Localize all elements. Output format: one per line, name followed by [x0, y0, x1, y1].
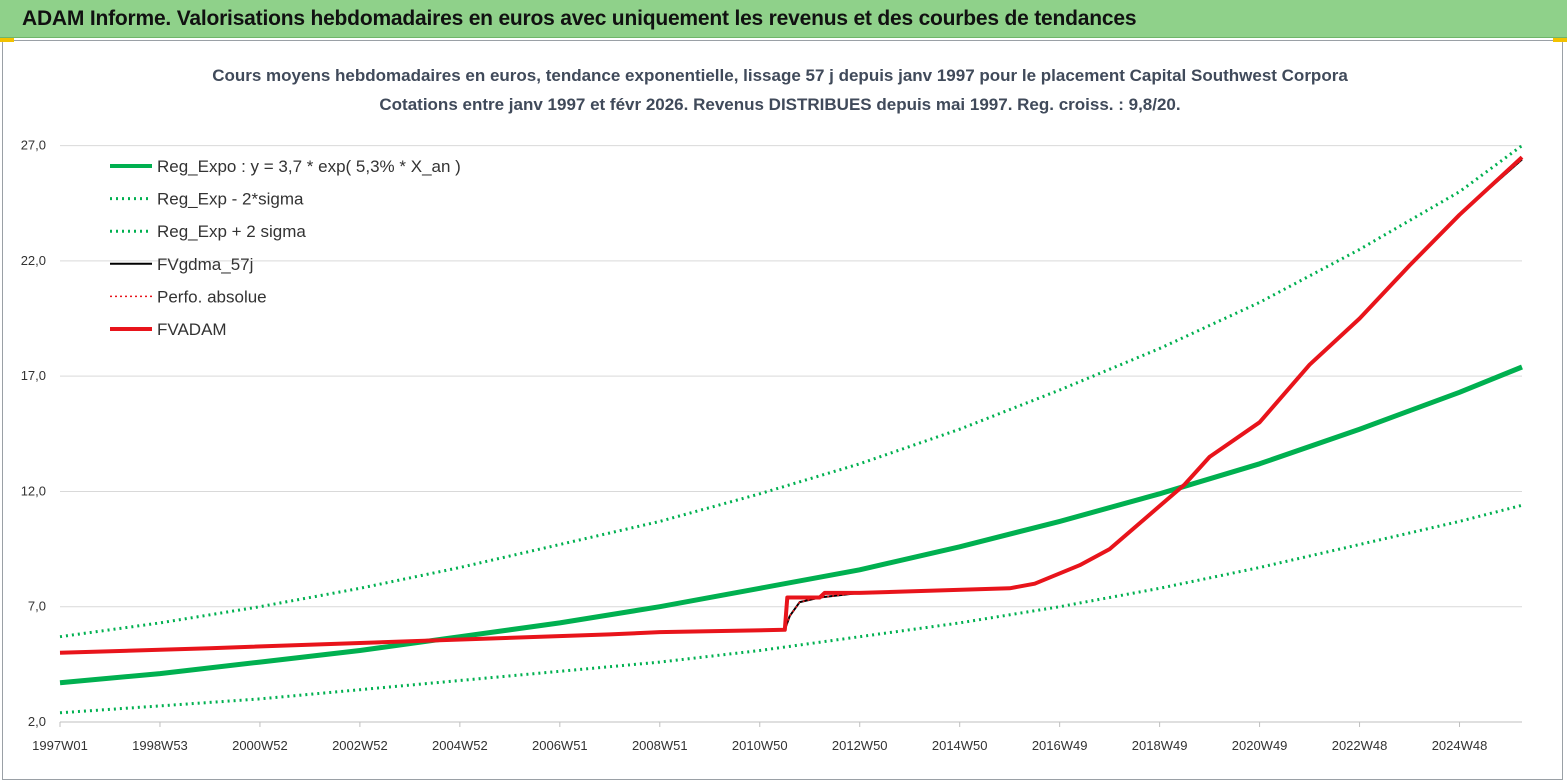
y-tick-label: 2,0: [28, 714, 46, 729]
legend-label: Perfo. absolue: [157, 287, 267, 306]
x-tick-label: 2006W51: [532, 738, 588, 753]
chart-frame: [2, 40, 1563, 780]
x-tick-label: 2020W49: [1232, 738, 1288, 753]
x-tick-label: 2018W49: [1132, 738, 1188, 753]
corner-marker-right: [1553, 38, 1567, 42]
x-tick-label: 2000W52: [232, 738, 288, 753]
legend-label: Reg_Expo : y = 3,7 * exp( 5,3% * X_an ): [157, 157, 461, 176]
title-banner: ADAM Informe. Valorisations hebdomadaire…: [0, 0, 1567, 38]
x-tick-label: 2002W52: [332, 738, 388, 753]
series-line-1: [59, 364, 1523, 686]
x-tick-label: 2014W50: [932, 738, 988, 753]
legend: Reg_Expo : y = 3,7 * exp( 5,3% * X_an ) R…: [110, 157, 461, 339]
chart-title: Cours moyens hebdomadaires en euros, ten…: [212, 66, 1348, 85]
y-tick-label: 17,0: [21, 368, 46, 383]
x-tick-label: 2008W51: [632, 738, 688, 753]
gridlines: [60, 145, 1522, 608]
series-line-3: [59, 144, 1523, 639]
legend-label: Reg_Exp - 2*sigma: [157, 190, 304, 209]
x-tick-label: 2016W49: [1032, 738, 1088, 753]
x-tick-label: 2012W50: [832, 738, 888, 753]
series-lines: [59, 144, 1524, 715]
legend-label: Reg_Exp + 2 sigma: [157, 222, 306, 241]
y-tick-label: 12,0: [21, 483, 46, 498]
y-tick-label: 27,0: [21, 138, 46, 153]
x-tick-label: 1998W53: [132, 738, 188, 753]
legend-label: FVADAM: [157, 320, 227, 339]
axes: 2,0 7,0 12,0 17,0 22,0 27,0 1997W01 1998W53 2000…: [21, 138, 1522, 753]
x-tick-label: 2004W52: [432, 738, 488, 753]
y-tick-label: 7,0: [28, 599, 46, 614]
x-tick-label: 2024W48: [1432, 738, 1488, 753]
x-tick-label: 1997W01: [32, 738, 88, 753]
series-line-2: [59, 503, 1523, 715]
x-tick-label: 2022W48: [1332, 738, 1388, 753]
series-line-6: [59, 155, 1524, 655]
x-tick-label: 2010W50: [732, 738, 788, 753]
y-tick-label: 22,0: [21, 253, 46, 268]
legend-label: FVgdma_57j: [157, 255, 253, 274]
corner-marker-left: [0, 38, 14, 42]
chart-subtitle: Cotations entre janv 1997 et févr 2026. …: [379, 95, 1180, 114]
banner-title: ADAM Informe. Valorisations hebdomadaire…: [22, 7, 1137, 30]
